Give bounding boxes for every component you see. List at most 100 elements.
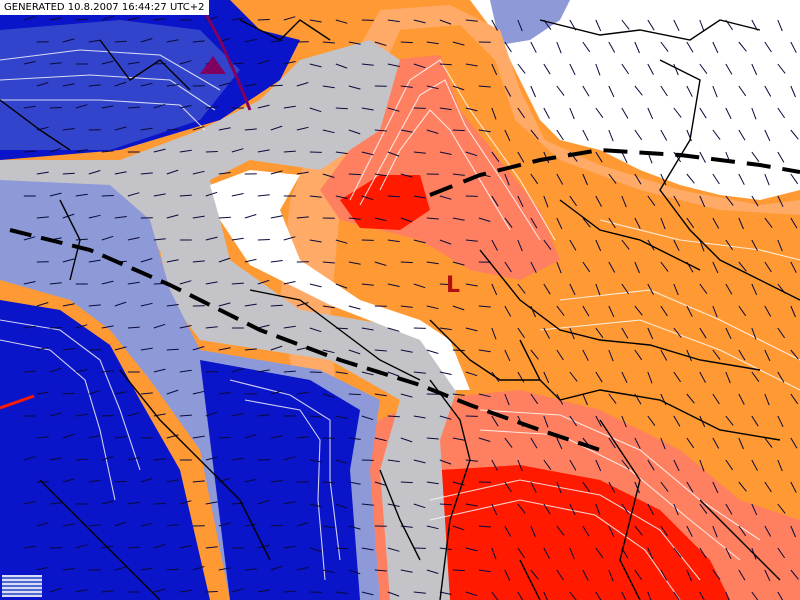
wind-barb-icon (634, 217, 641, 229)
wind-barb-icon (673, 19, 680, 32)
isotherm-line (379, 109, 511, 231)
wind-barb-icon (62, 258, 75, 263)
wind-barb-icon (439, 195, 452, 200)
wind-barb-icon (712, 525, 718, 538)
wind-barb-icon (361, 415, 374, 421)
wind-barb-icon (348, 129, 361, 135)
wind-barb-icon (725, 459, 734, 471)
wind-barb-icon (257, 149, 270, 153)
wind-barb-icon (738, 437, 744, 450)
wind-barb-icon (257, 589, 270, 593)
wind-barb-icon (712, 41, 719, 54)
wind-barb-icon (751, 591, 759, 600)
wind-barb-icon (543, 283, 551, 295)
wind-barb-icon (790, 569, 799, 580)
wind-barb-icon (595, 283, 601, 296)
isotherm-line (229, 379, 341, 561)
wind-barb-icon (426, 305, 439, 310)
wind-barb-icon (270, 345, 283, 351)
wind-barb-icon (75, 193, 88, 197)
wind-barb-icon (270, 40, 283, 43)
wind-barb-icon (790, 393, 799, 405)
wind-barb-icon (400, 85, 413, 88)
wind-barb-icon (348, 85, 361, 90)
wind-barb-icon (660, 569, 668, 581)
neutral-region-northeast (470, 0, 800, 200)
wind-barb-icon (374, 129, 387, 132)
wind-barb-icon (257, 414, 270, 417)
wind-barb-icon (192, 126, 205, 131)
wind-barb-icon (270, 304, 283, 307)
wind-barb-icon (699, 503, 708, 514)
wind-barb-icon (608, 525, 615, 538)
pale-blue-sea-top (490, 0, 570, 45)
wind-barb-icon (166, 84, 179, 87)
wind-barb-icon (361, 63, 374, 66)
wind-barb-icon (738, 481, 747, 492)
wind-barb-icon (179, 105, 192, 109)
wind-barb-icon (465, 459, 478, 462)
wind-barb-icon (218, 302, 231, 307)
wind-barb-icon (218, 567, 231, 571)
wind-barb-icon (296, 216, 309, 219)
neutral-gap-white (210, 170, 470, 390)
wind-barb-icon (205, 191, 218, 197)
wind-barb-icon (62, 392, 75, 395)
wind-barb-icon (790, 305, 796, 318)
wind-barb-icon (699, 459, 705, 472)
wind-barb-icon (478, 525, 491, 528)
wind-barb-icon (660, 261, 669, 272)
wind-barb-icon (179, 325, 192, 329)
wind-barb-icon (790, 85, 796, 98)
wind-barb-icon (335, 239, 348, 244)
wind-barb-icon (452, 129, 465, 132)
wind-barb-icon (166, 169, 179, 175)
wind-barb-icon (660, 173, 667, 186)
wind-barb-icon (140, 302, 153, 307)
wind-barb-icon (491, 151, 500, 162)
wind-barb-icon (114, 126, 127, 131)
wind-barb-icon (166, 128, 179, 131)
wind-barb-icon (517, 63, 526, 74)
wind-barb-icon (751, 151, 760, 162)
wind-barb-icon (140, 127, 153, 131)
wind-barb-icon (101, 105, 114, 109)
wind-barb-icon (530, 569, 539, 580)
wind-barb-icon (465, 151, 478, 157)
wind-barb-icon (231, 413, 244, 417)
wind-barb-icon (348, 261, 361, 265)
wind-barb-icon (608, 349, 614, 362)
wind-barb-icon (543, 327, 550, 339)
wind-barb-icon (179, 280, 192, 285)
wind-barb-icon (543, 503, 551, 515)
wind-barb-icon (517, 19, 523, 32)
wind-barb-icon (686, 437, 695, 449)
wind-barb-icon (452, 41, 465, 46)
wind-barb-icon (556, 41, 562, 54)
wind-barb-icon (543, 415, 549, 428)
wind-barb-icon (777, 327, 786, 339)
wind-barb-icon (764, 349, 771, 362)
wind-barb-icon (504, 41, 512, 53)
wind-barb-icon (374, 173, 387, 177)
wind-barb-icon (400, 261, 413, 264)
wind-barb-icon (231, 62, 244, 65)
country-border (99, 39, 191, 91)
wind-barb-icon (205, 591, 218, 593)
wind-barb-icon (231, 237, 244, 241)
wind-barb-icon (764, 261, 772, 273)
wind-barb-icon (621, 151, 628, 164)
wind-barb-icon (504, 261, 512, 273)
wind-barb-icon (36, 566, 49, 571)
wind-barb-icon (634, 481, 640, 494)
wind-barb-icon (23, 545, 36, 549)
wind-barb-icon (101, 235, 114, 241)
wind-barb-icon (205, 106, 218, 109)
wind-barb-icon (608, 393, 617, 404)
wind-barb-icon (322, 569, 335, 574)
wind-barb-icon (140, 522, 153, 527)
wind-barb-icon (764, 305, 772, 317)
wind-barb-icon (335, 415, 348, 419)
wind-barb-icon (621, 107, 629, 119)
wind-barb-icon (426, 217, 439, 220)
